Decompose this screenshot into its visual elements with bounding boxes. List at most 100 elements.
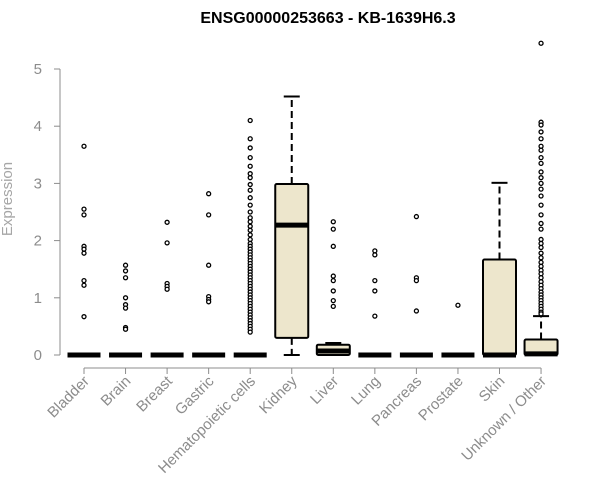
outlier-point xyxy=(538,226,544,232)
outlier-point xyxy=(205,299,212,305)
outlier-point xyxy=(538,147,544,153)
outlier-point xyxy=(122,305,129,311)
outlier-point xyxy=(122,268,129,274)
box-bladder xyxy=(67,143,101,358)
outlier-point xyxy=(247,227,253,233)
outlier-point xyxy=(247,202,253,208)
boxes-layer xyxy=(67,40,559,358)
x-tick-label: Lung xyxy=(348,373,384,409)
outlier-point xyxy=(247,155,253,161)
outlier-point xyxy=(538,180,544,187)
outlier-point xyxy=(247,145,253,151)
outlier-point xyxy=(330,303,336,310)
outlier-point xyxy=(81,206,87,212)
x-tick-label: Kidney xyxy=(256,372,301,417)
chart-title: ENSG00000253663 - KB-1639H6.3 xyxy=(200,10,455,27)
outlier-point xyxy=(538,155,544,161)
outlier-point xyxy=(330,277,336,284)
x-tick-label: Liver xyxy=(307,373,342,408)
outlier-point xyxy=(164,219,170,225)
x-tick-label: Bladder xyxy=(44,373,93,422)
box-kidney xyxy=(274,95,310,356)
outlier-point xyxy=(81,277,87,284)
iqr-box xyxy=(274,182,310,339)
outlier-point xyxy=(205,191,212,197)
x-tick-label: Brain xyxy=(98,373,135,410)
outlier-point xyxy=(538,169,544,175)
outlier-point xyxy=(538,244,544,251)
outlier-point xyxy=(538,122,544,128)
outlier-point xyxy=(538,255,544,261)
outlier-point xyxy=(538,212,544,218)
outlier-point xyxy=(205,262,212,268)
outlier-point xyxy=(538,186,544,192)
outlier-point xyxy=(372,252,378,258)
outlier-point xyxy=(538,202,544,208)
outlier-point xyxy=(372,277,378,284)
outlier-point xyxy=(330,226,336,232)
outlier-point xyxy=(538,311,544,317)
outlier-point xyxy=(330,288,336,294)
outlier-point xyxy=(122,295,129,301)
outlier-point xyxy=(81,314,87,320)
outlier-point xyxy=(538,250,544,256)
box-unknown-other xyxy=(523,40,559,357)
outlier-point xyxy=(247,329,253,335)
outlier-point xyxy=(164,240,170,246)
box-prostate xyxy=(441,302,475,358)
outlier-point xyxy=(122,275,129,281)
outlier-point xyxy=(538,160,544,167)
box-brain xyxy=(109,262,143,358)
outlier-point xyxy=(372,288,378,294)
y-tick-label: 3 xyxy=(34,175,42,192)
outlier-point xyxy=(247,117,253,124)
box-breast xyxy=(150,219,184,358)
outlier-point xyxy=(205,212,212,218)
box-skin xyxy=(482,181,517,358)
outlier-point xyxy=(164,286,170,292)
outlier-point xyxy=(330,273,336,279)
iqr-box xyxy=(482,258,517,357)
outlier-point xyxy=(247,175,253,181)
outlier-point xyxy=(538,136,544,142)
outlier-point xyxy=(413,277,420,284)
outlier-point xyxy=(413,308,420,314)
outlier-point xyxy=(81,143,87,149)
outlier-point xyxy=(247,195,253,201)
box-hematopoietic-cells xyxy=(233,117,267,358)
outlier-point xyxy=(330,298,336,304)
outlier-point xyxy=(81,212,87,218)
outlier-point xyxy=(538,40,544,46)
outlier-point xyxy=(538,193,544,199)
outlier-point xyxy=(330,219,336,225)
y-tick-label: 4 xyxy=(34,118,42,135)
outlier-point xyxy=(538,175,544,181)
outlier-point xyxy=(538,129,544,135)
y-tick-label: 1 xyxy=(34,290,42,307)
outlier-point xyxy=(122,262,129,268)
outlier-point xyxy=(413,213,420,220)
outlier-point xyxy=(372,313,378,319)
y-tick-label: 2 xyxy=(34,233,42,250)
outlier-point xyxy=(81,250,87,256)
outlier-point xyxy=(81,282,87,288)
outlier-point xyxy=(330,243,336,249)
x-tick-label: Prostate xyxy=(415,373,467,425)
y-tick-label: 0 xyxy=(34,347,42,364)
outlier-point xyxy=(247,232,253,238)
box-gastric xyxy=(192,191,226,358)
x-tick-label: Breast xyxy=(133,372,176,415)
y-axis: 0 1 2 3 4 5 xyxy=(34,61,61,364)
y-axis-label: Expression xyxy=(0,162,16,236)
outlier-point xyxy=(122,326,129,332)
x-tick-label: Skin xyxy=(476,373,509,406)
y-tick-label: 5 xyxy=(34,61,42,78)
outlier-point xyxy=(247,209,253,215)
outlier-point xyxy=(455,302,461,308)
outlier-point xyxy=(247,219,253,225)
box-lung xyxy=(358,248,392,358)
box-pancreas xyxy=(399,213,433,358)
outlier-point xyxy=(247,181,253,188)
